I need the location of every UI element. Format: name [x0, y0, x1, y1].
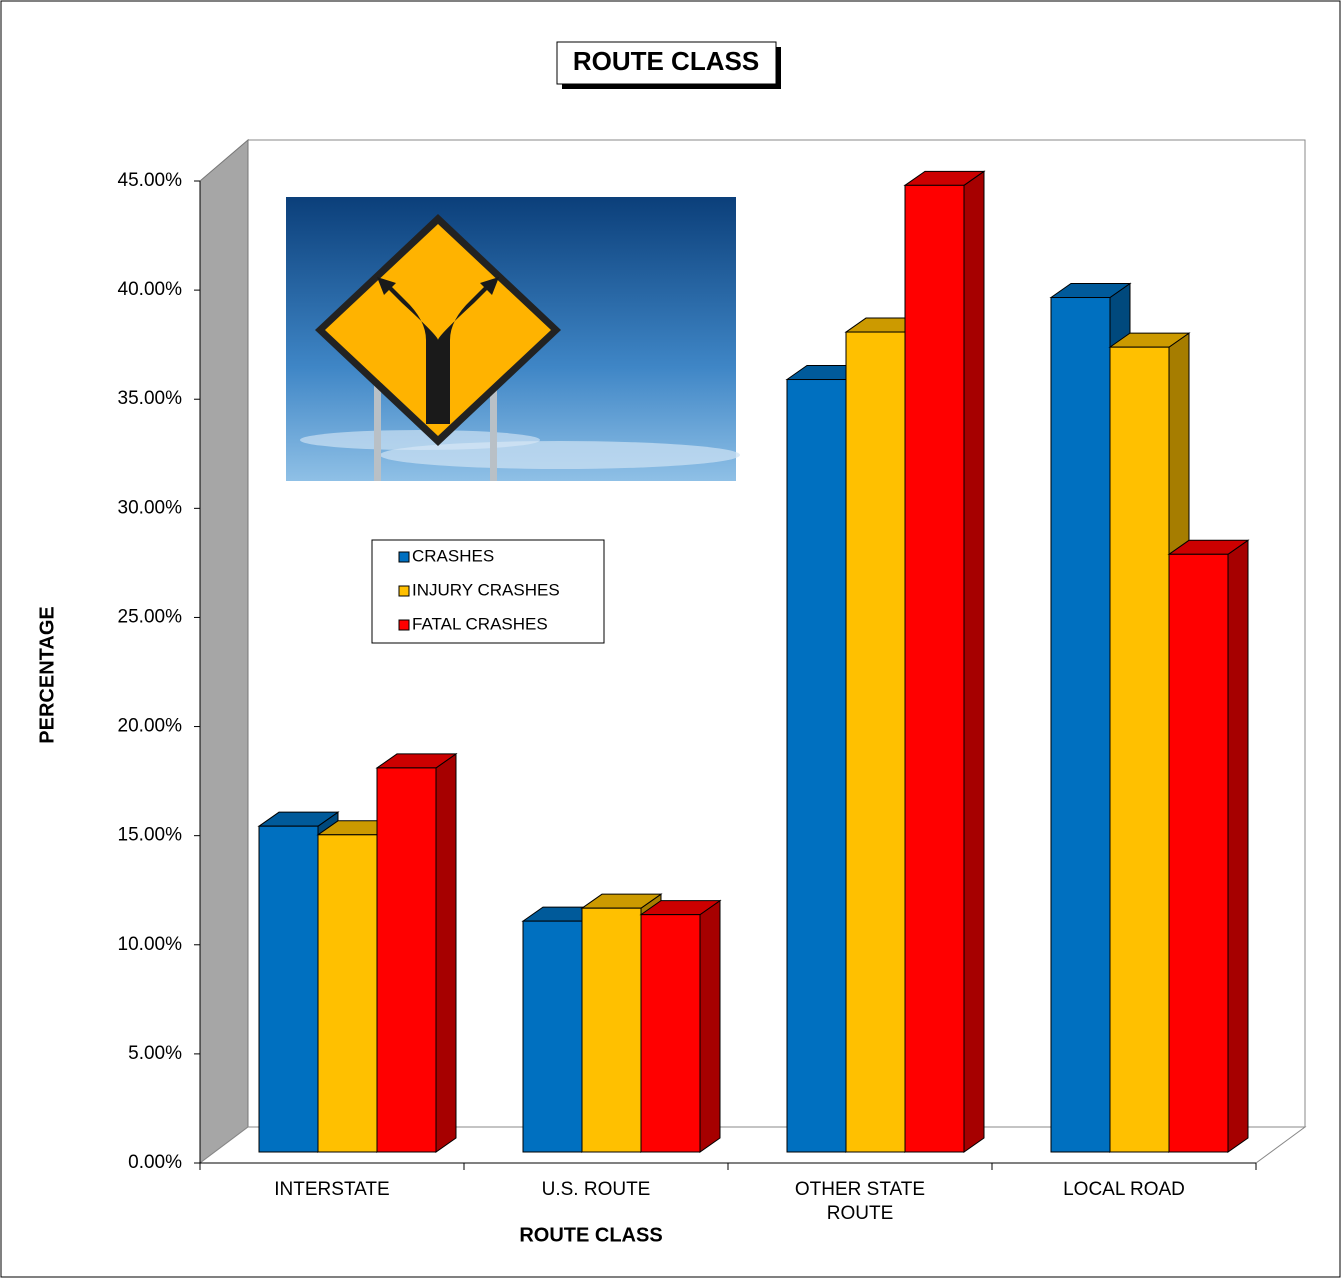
y-tick-label: 0.00% [128, 1152, 182, 1173]
bar [1169, 554, 1228, 1152]
legend-label: INJURY CRASHES [412, 580, 560, 599]
bar [377, 768, 436, 1152]
x-tick-label: U.S. ROUTE [496, 1178, 696, 1202]
bar [846, 332, 905, 1152]
y-tick-label: 40.00% [118, 279, 183, 300]
y-tick-label: 10.00% [118, 934, 183, 955]
legend-swatch [399, 552, 409, 562]
bar [787, 380, 846, 1152]
chart: ROUTE CLASS PERCENTAGE ROUTE CLASS 0.00%… [0, 0, 1342, 1279]
y-tick-label: 5.00% [128, 1043, 182, 1064]
y-axis-title: PERCENTAGE [36, 606, 58, 743]
bar [582, 908, 641, 1152]
bar [905, 185, 964, 1152]
y-tick-label: 25.00% [118, 606, 183, 627]
bar [318, 835, 377, 1152]
bar-side [700, 901, 720, 1152]
chart-title: ROUTE CLASS [573, 46, 759, 76]
bar [259, 826, 318, 1152]
y-tick-label: 15.00% [118, 825, 183, 846]
x-tick-label: INTERSTATE [232, 1178, 432, 1202]
x-tick-label: OTHER STATE ROUTE [760, 1178, 960, 1226]
bar [523, 921, 582, 1152]
legend-label: CRASHES [412, 546, 494, 565]
bar-side [964, 171, 984, 1152]
side-wall [200, 140, 248, 1163]
legend-label: FATAL CRASHES [412, 614, 548, 633]
bar [641, 915, 700, 1152]
page: ROUTE CLASS PERCENTAGE ROUTE CLASS 0.00%… [0, 0, 1342, 1279]
road-sign-image [286, 197, 740, 481]
y-tick-label: 30.00% [118, 497, 183, 518]
x-axis-title: ROUTE CLASS [519, 1224, 662, 1246]
y-tick-label: 35.00% [118, 388, 183, 409]
legend-swatch [399, 620, 409, 630]
bar-side [1228, 540, 1248, 1152]
x-tick-label: LOCAL ROAD [1024, 1178, 1224, 1202]
y-tick-label: 20.00% [118, 716, 183, 737]
legend-swatch [399, 586, 409, 596]
bar [1051, 298, 1110, 1152]
bar [1110, 347, 1169, 1152]
y-tick-label: 45.00% [118, 170, 183, 191]
bar-side [436, 754, 456, 1152]
